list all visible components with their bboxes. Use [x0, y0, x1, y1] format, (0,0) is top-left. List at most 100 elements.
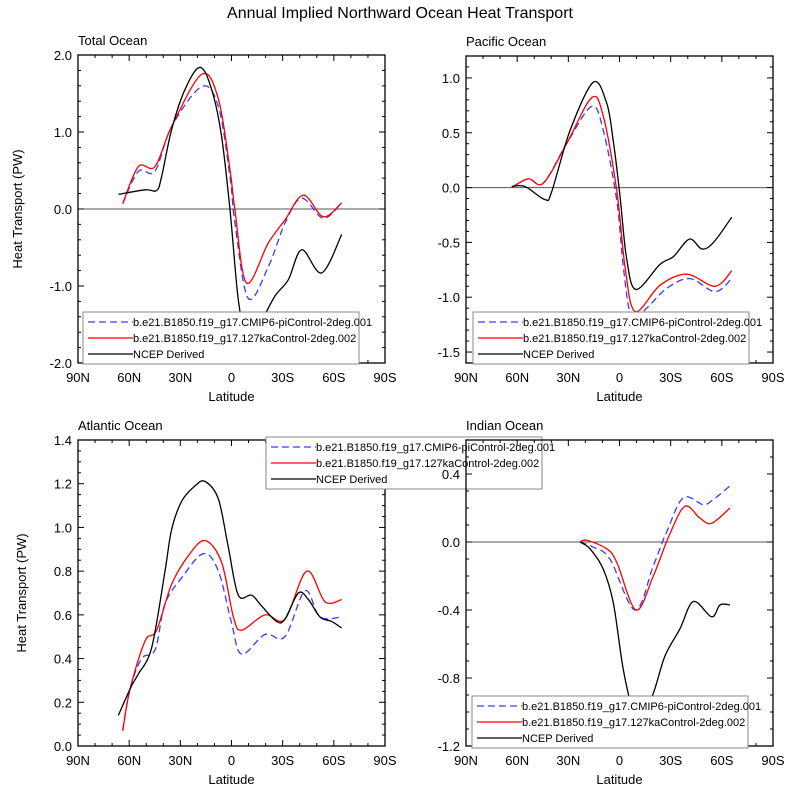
x-tick-label: 90S: [373, 753, 396, 768]
x-tick-label: 0: [228, 753, 235, 768]
panel-pacific-ocean: Pacific Ocean 90N 60N 30N 0 30S 60S 90S 1.0 0.5 0.…: [438, 34, 785, 404]
legend-label: b.e21.B1850.f19_g17.CMIP6-piControl-2deg…: [316, 442, 555, 454]
legend-label: b.e21.B1850.f19_g17.127kaControl-2deg.00…: [522, 717, 745, 729]
y-tick-label: 0.8: [54, 564, 72, 579]
y-tick-label: 1.4: [54, 433, 72, 448]
x-tick-label: 90N: [66, 753, 90, 768]
x-axis-label: Latitude: [208, 772, 254, 787]
x-tick-label: 30N: [556, 753, 580, 768]
y-tick-label: 1.0: [54, 520, 72, 535]
y-tick-label: 0.4: [442, 467, 460, 482]
x-tick-label: 60N: [505, 753, 529, 768]
y-tick-label: 1.0: [442, 71, 460, 86]
series-line-ka127: [122, 539, 342, 731]
y-tick-label: 0.0: [54, 739, 72, 754]
x-tick-label: 30S: [271, 370, 294, 385]
x-tick-label: 90S: [373, 370, 396, 385]
x-axis-label: Latitude: [596, 389, 642, 404]
y-tick-label: -1.0: [50, 279, 72, 294]
legend-label: NCEP Derived: [316, 474, 387, 486]
y-tick-label: -0.5: [438, 235, 460, 250]
legend-label: NCEP Derived: [523, 349, 594, 361]
series-line-ka127: [579, 505, 731, 611]
y-tick-label: -1.2: [438, 739, 460, 754]
x-tick-label: 90S: [761, 753, 784, 768]
x-tick-label: 0: [616, 370, 623, 385]
y-tick-label: 0.0: [442, 535, 460, 550]
series-group: [117, 480, 343, 731]
series-group: [118, 66, 343, 337]
y-tick-label: 0.0: [442, 181, 460, 196]
series-group: [579, 485, 731, 723]
plot-frame: [77, 439, 386, 747]
chart-title: Annual Implied Northward Ocean Heat Tran…: [227, 5, 573, 22]
series-line-ncep: [511, 80, 733, 291]
series-line-ncep: [117, 480, 343, 716]
x-axis-label: Latitude: [208, 389, 254, 404]
y-tick-label: -0.4: [438, 603, 460, 618]
y-axis-label: Heat Transport (PW): [10, 149, 25, 268]
x-tick-label: 30N: [556, 370, 580, 385]
legend: b.e21.B1850.f19_g17.CMIP6-piControl-2deg…: [82, 311, 372, 365]
x-tick-label: 0: [616, 753, 623, 768]
panel-title: Pacific Ocean: [466, 34, 546, 49]
x-tick-label: 30S: [659, 753, 682, 768]
series-group: [511, 80, 733, 321]
x-tick-label: 30N: [168, 370, 192, 385]
panel-title: Indian Ocean: [466, 418, 543, 433]
x-tick-label: 30N: [168, 753, 192, 768]
x-tick-label: 30S: [659, 370, 682, 385]
legend-label: b.e21.B1850.f19_g17.CMIP6-piControl-2deg…: [523, 317, 762, 329]
panel-title: Total Ocean: [78, 33, 147, 48]
legend: b.e21.B1850.f19_g17.CMIP6-piControl-2deg…: [265, 436, 555, 490]
series-line-ncep: [579, 541, 731, 723]
x-axis-label: Latitude: [596, 772, 642, 787]
legend-label: NCEP Derived: [522, 733, 593, 745]
legend: b.e21.B1850.f19_g17.CMIP6-piControl-2deg…: [471, 695, 761, 749]
y-tick-label: 1.0: [54, 125, 72, 140]
y-tick-label: 1.2: [54, 477, 72, 492]
y-tick-label: 2.0: [54, 48, 72, 63]
x-tick-label: 0: [228, 370, 235, 385]
series-line-cmip6: [122, 553, 342, 731]
panel-indian-ocean: Indian Ocean 90N 60N 30N 0 30S 60S 90S 0.4 0.0 -0.…: [438, 418, 785, 787]
series-line-cmip6: [579, 485, 731, 611]
x-tick-label: 60S: [710, 370, 733, 385]
x-tick-label: 90N: [66, 370, 90, 385]
y-tick-label: -2.0: [50, 356, 72, 371]
x-tick-label: 60N: [505, 370, 529, 385]
y-tick-label: 0.5: [442, 126, 460, 141]
y-tick-label: -0.8: [438, 671, 460, 686]
legend: b.e21.B1850.f19_g17.CMIP6-piControl-2deg…: [472, 311, 762, 365]
x-tick-label: 60N: [117, 753, 141, 768]
series-line-ka127: [122, 72, 343, 284]
y-tick-label: 0.2: [54, 695, 72, 710]
legend-label: b.e21.B1850.f19_g17.CMIP6-piControl-2deg…: [133, 317, 372, 329]
x-tick-label: 60S: [710, 753, 733, 768]
x-tick-label: 90N: [454, 370, 478, 385]
x-tick-label: 60N: [117, 370, 141, 385]
legend-label: NCEP Derived: [133, 349, 204, 361]
panel-total-ocean: Total Ocean 90N 60N 30N 0 30S 60S 90S 2.0 1.0 0.0 -…: [10, 33, 397, 404]
x-tick-label: 90N: [454, 753, 478, 768]
series-line-ncep: [118, 66, 343, 337]
x-tick-label: 60S: [322, 753, 345, 768]
y-axis-label: Heat Transport (PW): [14, 533, 29, 652]
series-line-ka127: [511, 95, 733, 313]
x-tick-label: 30S: [271, 753, 294, 768]
legend-box: [265, 436, 543, 490]
x-tick-label: 60S: [322, 370, 345, 385]
y-tick-label: 0.0: [54, 202, 72, 217]
legend-label: b.e21.B1850.f19_g17.127kaControl-2deg.00…: [523, 333, 746, 345]
y-tick-label: -1.0: [438, 290, 460, 305]
legend-label: b.e21.B1850.f19_g17.CMIP6-piControl-2deg…: [522, 701, 761, 713]
series-line-cmip6: [122, 85, 343, 301]
panel-atlantic-ocean: Atlantic Ocean 90N 60N 30N 0 30S 60S 90S 1.4 1.2 1…: [14, 418, 555, 787]
y-tick-label: -1.5: [438, 345, 460, 360]
legend-label: b.e21.B1850.f19_g17.127kaControl-2deg.00…: [133, 333, 356, 345]
y-tick-label: 0.6: [54, 608, 72, 623]
x-tick-label: 90S: [761, 370, 784, 385]
y-tick-label: 0.4: [54, 652, 72, 667]
panel-title: Atlantic Ocean: [78, 418, 163, 433]
